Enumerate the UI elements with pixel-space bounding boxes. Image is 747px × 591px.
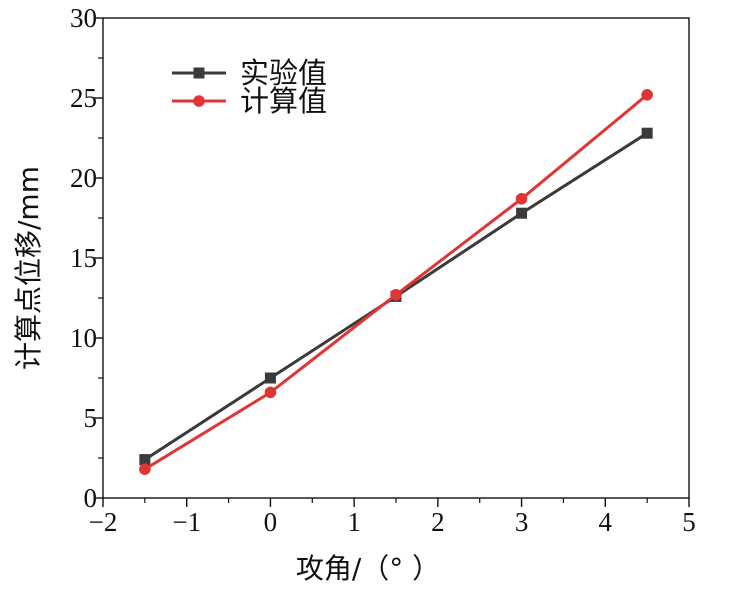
legend-label-2: 计算值 [240,84,327,118]
x-axis-title: 攻角/（° ） [296,552,440,585]
data-point [139,463,151,476]
plot-frame [102,17,690,499]
legend-label-1: 实验值 [240,56,327,90]
x-tick-label: 2 [431,507,445,537]
data-point [641,89,653,101]
y-tick-label: 5 [84,403,98,433]
series-layer [139,89,653,476]
y-tick-label: 20 [70,163,97,193]
y-tick-label: 0 [84,483,98,513]
x-tick-label: 0 [264,507,278,537]
series-line-2 [144,93,649,471]
x-tick-label: 5 [682,507,696,537]
x-tick-label: −2 [89,507,118,537]
x-tick-label: 3 [515,507,529,537]
data-point [264,386,277,399]
y-tick-label: 25 [70,83,97,113]
data-point [515,193,528,205]
legend-marker-2 [193,95,205,107]
y-axis-title: 计算点位移/mm [12,166,45,370]
data-point [264,372,276,384]
legend-marker-1 [193,67,205,79]
data-point [516,207,528,219]
x-tick-label: 1 [347,507,361,537]
y-tick-label: 15 [70,243,97,273]
axes: −2 −1 0 1 2 3 4 5 0 5 10 15 20 25 30 [70,3,696,537]
data-point [641,127,653,139]
y-tick-label: 30 [70,3,97,33]
data-point [139,454,151,466]
x-tick-label: −1 [172,507,201,537]
x-tick-label: 4 [599,507,613,537]
data-point [390,289,402,301]
y-tick-label: 10 [70,323,97,353]
